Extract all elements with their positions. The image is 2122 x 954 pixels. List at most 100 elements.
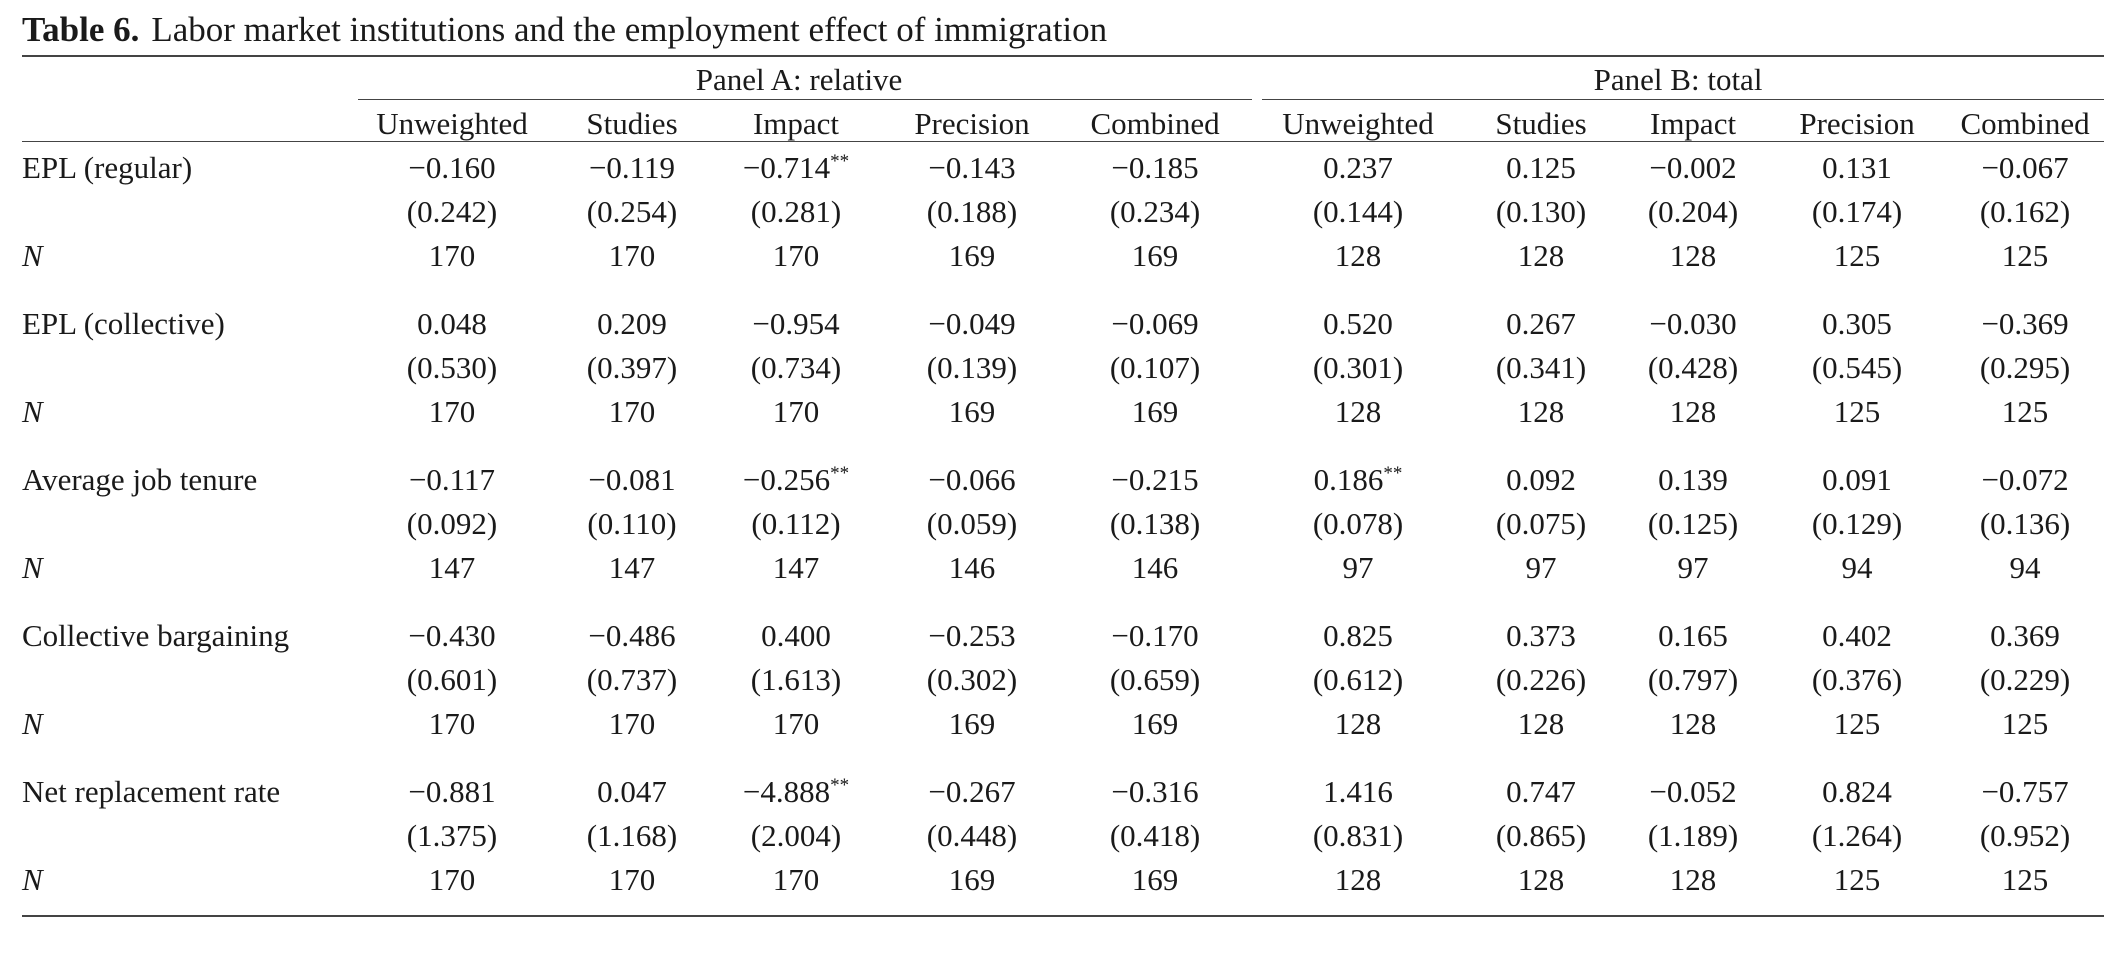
row-label-empty: [22, 658, 346, 702]
column-header: Impact: [752, 106, 840, 141]
coefficient-cell: −0.072: [1946, 458, 2104, 502]
coefficient-cell: 0.125: [1464, 146, 1618, 190]
coefficient-cell: −0.119: [558, 146, 706, 190]
n-cell: 169: [1131, 394, 1179, 429]
coefficient-value: −0.215: [1111, 462, 1199, 497]
header-rule: [22, 141, 2104, 142]
panel-stub: [22, 58, 346, 102]
significance-stars: **: [830, 775, 850, 796]
standard-error-cell: (0.144): [1312, 194, 1404, 229]
n-cell: 125: [2001, 706, 2049, 741]
standard-error-cell: (0.059): [926, 506, 1018, 541]
coefficient-value: −0.052: [1649, 774, 1737, 809]
n-cell: 125: [2001, 394, 2049, 429]
n-cell: 169: [948, 862, 996, 897]
column-header: Precision: [1799, 106, 1915, 141]
coefficient-cell: −0.002: [1618, 146, 1768, 190]
row-label: EPL (collective): [22, 306, 225, 341]
coefficient-cell: −0.954: [706, 302, 886, 346]
coefficient-value: −0.881: [408, 774, 496, 809]
standard-error-cell: (2.004): [750, 818, 842, 853]
coefficient-value: 0.091: [1822, 462, 1892, 497]
coefficient-value: 0.520: [1323, 306, 1393, 341]
coefficient-cell: 0.165: [1618, 614, 1768, 658]
column-header: Studies: [1495, 106, 1587, 141]
n-cell: 170: [608, 706, 656, 741]
section-spacer: [22, 590, 2104, 614]
n-row: N 170 170 170 169 169 128 128 128 125 125: [22, 234, 2104, 278]
coefficient-cell: −0.369: [1946, 302, 2104, 346]
standard-error-cell: (1.613): [750, 662, 842, 697]
coefficient-cell: −0.215: [1058, 458, 1252, 502]
section-spacer: [22, 278, 2104, 302]
n-cell: 125: [1833, 238, 1881, 273]
top-rule: [22, 55, 2104, 57]
standard-error-cell: (0.865): [1495, 818, 1587, 853]
coefficient-cell: −0.067: [1946, 146, 2104, 190]
n-cell: 125: [1833, 394, 1881, 429]
coefficient-cell: 0.048: [346, 302, 558, 346]
standard-error-cell: (0.254): [586, 194, 678, 229]
n-label: N: [22, 862, 43, 897]
n-cell: 125: [1833, 862, 1881, 897]
coefficient-value: −0.119: [588, 150, 676, 185]
coefficient-cell: −0.117: [346, 458, 558, 502]
coefficient-cell: −0.486: [558, 614, 706, 658]
spacer-cell: [22, 746, 2104, 770]
n-cell: 128: [1517, 706, 1565, 741]
coefficient-cell: −0.316: [1058, 770, 1252, 814]
n-cell: 169: [1131, 862, 1179, 897]
n-row: N 170 170 170 169 169 128 128 128 125 125: [22, 390, 2104, 434]
standard-error-cell: (0.376): [1811, 662, 1903, 697]
n-cell: 169: [948, 394, 996, 429]
coefficient-cell: 0.373: [1464, 614, 1618, 658]
coefficient-cell: −0.267: [886, 770, 1058, 814]
standard-error-cell: (0.129): [1811, 506, 1903, 541]
standard-error-cell: (0.125): [1647, 506, 1739, 541]
n-cell: 94: [2009, 550, 2041, 585]
standard-error-cell: (0.107): [1109, 350, 1201, 385]
significance-stars: **: [830, 151, 850, 172]
coefficient-cell: 0.305: [1768, 302, 1946, 346]
n-cell: 146: [948, 550, 996, 585]
standard-error-cell: (0.242): [406, 194, 498, 229]
coefficient-cell: −0.185: [1058, 146, 1252, 190]
coefficient-row: Average job tenure −0.117 −0.081 −0.256** −0…: [22, 458, 2104, 502]
standard-error-cell: (0.110): [587, 506, 677, 541]
standard-error-cell: (0.734): [750, 350, 842, 385]
n-row: N 170 170 170 169 169 128 128 128 125 125: [22, 858, 2104, 902]
panel-b-rule: [1262, 99, 2104, 100]
coefficient-value: −0.253: [928, 618, 1016, 653]
standard-error-cell: (0.601): [406, 662, 498, 697]
coefficient-cell: 0.186**: [1252, 458, 1464, 502]
n-cell: 128: [1334, 394, 1382, 429]
coefficient-row: Collective bargaining −0.430 −0.486 0.400 −0…: [22, 614, 2104, 658]
n-cell: 169: [1131, 706, 1179, 741]
coefficient-value: 0.267: [1506, 306, 1576, 341]
coefficient-value: −0.486: [588, 618, 676, 653]
n-cell: 170: [428, 394, 476, 429]
standard-error-cell: (0.130): [1495, 194, 1587, 229]
coefficient-value: −0.067: [1981, 150, 2069, 185]
n-cell: 147: [428, 550, 476, 585]
n-label: N: [22, 706, 43, 741]
coefficient-cell: −0.052: [1618, 770, 1768, 814]
standard-error-cell: (0.952): [1979, 818, 2071, 853]
n-cell: 97: [1342, 550, 1374, 585]
standard-error-cell: (0.295): [1979, 350, 2071, 385]
coefficient-row: EPL (collective) 0.048 0.209 −0.954 −0.049 −0…: [22, 302, 2104, 346]
coefficient-cell: 0.047: [558, 770, 706, 814]
standard-error-row: (0.530) (0.397) (0.734) (0.139) (0.107) (0.30…: [22, 346, 2104, 390]
row-label: Collective bargaining: [22, 618, 290, 653]
n-label: N: [22, 394, 43, 429]
row-label-empty: [22, 814, 346, 858]
coefficient-cell: 0.209: [558, 302, 706, 346]
coefficient-value: −0.256: [742, 462, 831, 497]
n-cell: 128: [1334, 238, 1382, 273]
coefficient-value: −0.954: [752, 306, 840, 341]
coefficient-cell: 0.267: [1464, 302, 1618, 346]
coefficient-cell: 1.416: [1252, 770, 1464, 814]
n-label: N: [22, 238, 43, 273]
standard-error-cell: (0.174): [1811, 194, 1903, 229]
n-cell: 128: [1669, 862, 1717, 897]
